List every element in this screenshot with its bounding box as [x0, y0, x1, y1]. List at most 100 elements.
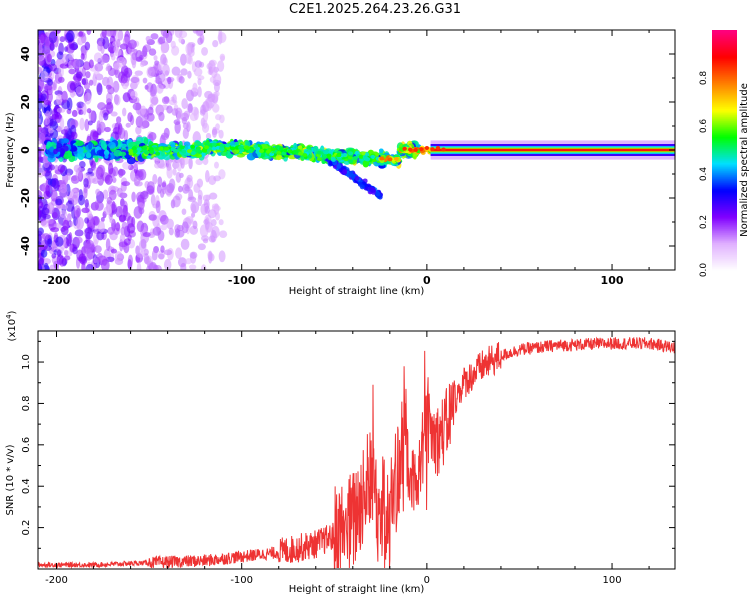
noise-blob	[118, 214, 127, 222]
noise-blob	[158, 36, 166, 45]
noise-blob	[202, 157, 209, 166]
colorbar-segment	[712, 72, 737, 75]
y-tick-label: 1.0	[21, 354, 32, 370]
branch-blob	[370, 187, 376, 193]
noise-blob	[77, 36, 84, 46]
hot-blob	[408, 147, 413, 152]
colorbar-segment	[712, 158, 737, 161]
noise-blob	[38, 85, 41, 92]
noise-blob	[54, 90, 63, 96]
colorbar-segment	[712, 146, 737, 149]
noise-blob	[90, 160, 96, 171]
band-blob	[362, 160, 369, 168]
noise-blob	[47, 127, 54, 134]
noise-blob	[49, 63, 57, 72]
colorbar-segment	[712, 172, 737, 175]
noise-blob	[85, 248, 93, 261]
branch-blob	[359, 184, 365, 190]
noise-blob	[98, 220, 105, 233]
noise-blob	[186, 174, 193, 183]
hot-blob	[413, 147, 418, 152]
x-tick-label: 100	[602, 575, 621, 586]
branch-blob	[375, 191, 381, 197]
band-blob	[312, 145, 319, 152]
peak-blob	[144, 150, 150, 155]
noise-blob	[148, 48, 157, 56]
noise-blob	[168, 227, 174, 236]
noise-blob	[63, 249, 69, 256]
peak-blob	[253, 144, 259, 149]
noise-blob	[69, 221, 74, 228]
colorbar-segment	[712, 126, 737, 129]
colorbar-segment	[712, 168, 737, 171]
noise-blob	[68, 232, 73, 245]
noise-blob	[208, 235, 216, 243]
band-blob	[118, 143, 128, 148]
noise-blob	[76, 101, 85, 109]
noise-blob	[148, 261, 158, 270]
noise-blob	[180, 262, 187, 270]
colorbar-segment	[712, 132, 737, 135]
noise-blob	[163, 249, 173, 256]
noise-blob	[38, 66, 43, 75]
colorbar-segment	[712, 150, 737, 153]
peak-blob	[283, 148, 289, 153]
noise-blob	[104, 103, 113, 110]
peak-blob	[342, 153, 348, 158]
colorbar-segment	[712, 204, 737, 207]
noise-blob	[192, 82, 198, 92]
colorbar-segment	[712, 238, 737, 241]
noise-blob	[50, 227, 60, 233]
noise-blob	[82, 61, 91, 71]
colorbar-segment	[712, 52, 737, 55]
noise-blob	[167, 76, 172, 85]
colorbar-segment	[712, 218, 737, 221]
noise-blob	[84, 92, 92, 105]
peak-blob	[195, 148, 201, 153]
colorbar-segment	[712, 194, 737, 197]
colorbar-segment	[712, 232, 737, 235]
noise-blob	[47, 79, 53, 87]
noise-blob	[146, 185, 155, 195]
noise-blob	[213, 82, 220, 93]
peak-blob	[234, 141, 240, 146]
colorbar-segment	[712, 66, 737, 69]
noise-blob	[114, 68, 120, 79]
colorbar-segment	[712, 196, 737, 199]
colorbar-segment	[712, 188, 737, 191]
noise-blob	[183, 110, 191, 118]
noise-blob	[115, 221, 121, 232]
noise-blob	[83, 177, 89, 188]
noise-blob	[166, 218, 174, 230]
peak-blob	[132, 149, 138, 154]
noise-blob	[171, 66, 181, 76]
colorbar-segment	[712, 40, 737, 43]
noise-blob	[181, 183, 190, 194]
band-blob	[103, 149, 110, 156]
y-axis-label: Frequency (Hz)	[5, 112, 16, 188]
noise-blob	[42, 213, 51, 220]
noise-blob	[104, 126, 111, 133]
colorbar-segment	[712, 164, 737, 167]
noise-blob	[218, 250, 226, 263]
colorbar-segment	[712, 180, 737, 183]
noise-blob	[71, 131, 78, 140]
noise-blob	[69, 82, 76, 91]
noise-blob	[162, 57, 168, 66]
noise-blob	[208, 253, 215, 262]
noise-blob	[94, 200, 100, 206]
band-blob	[88, 141, 93, 150]
noise-blob	[187, 55, 193, 65]
peak-blob	[204, 145, 210, 150]
peak-blob	[326, 153, 332, 158]
y-tick-label: -40	[19, 236, 32, 256]
colorbar-segment	[712, 112, 737, 115]
noise-blob	[181, 98, 188, 110]
noise-blob	[140, 105, 147, 115]
colorbar-label: Normalized spectral amplitude	[739, 83, 750, 237]
peak-blob	[155, 151, 161, 156]
noise-blob	[134, 70, 143, 76]
noise-blob	[82, 102, 87, 116]
noise-blob	[204, 205, 210, 214]
